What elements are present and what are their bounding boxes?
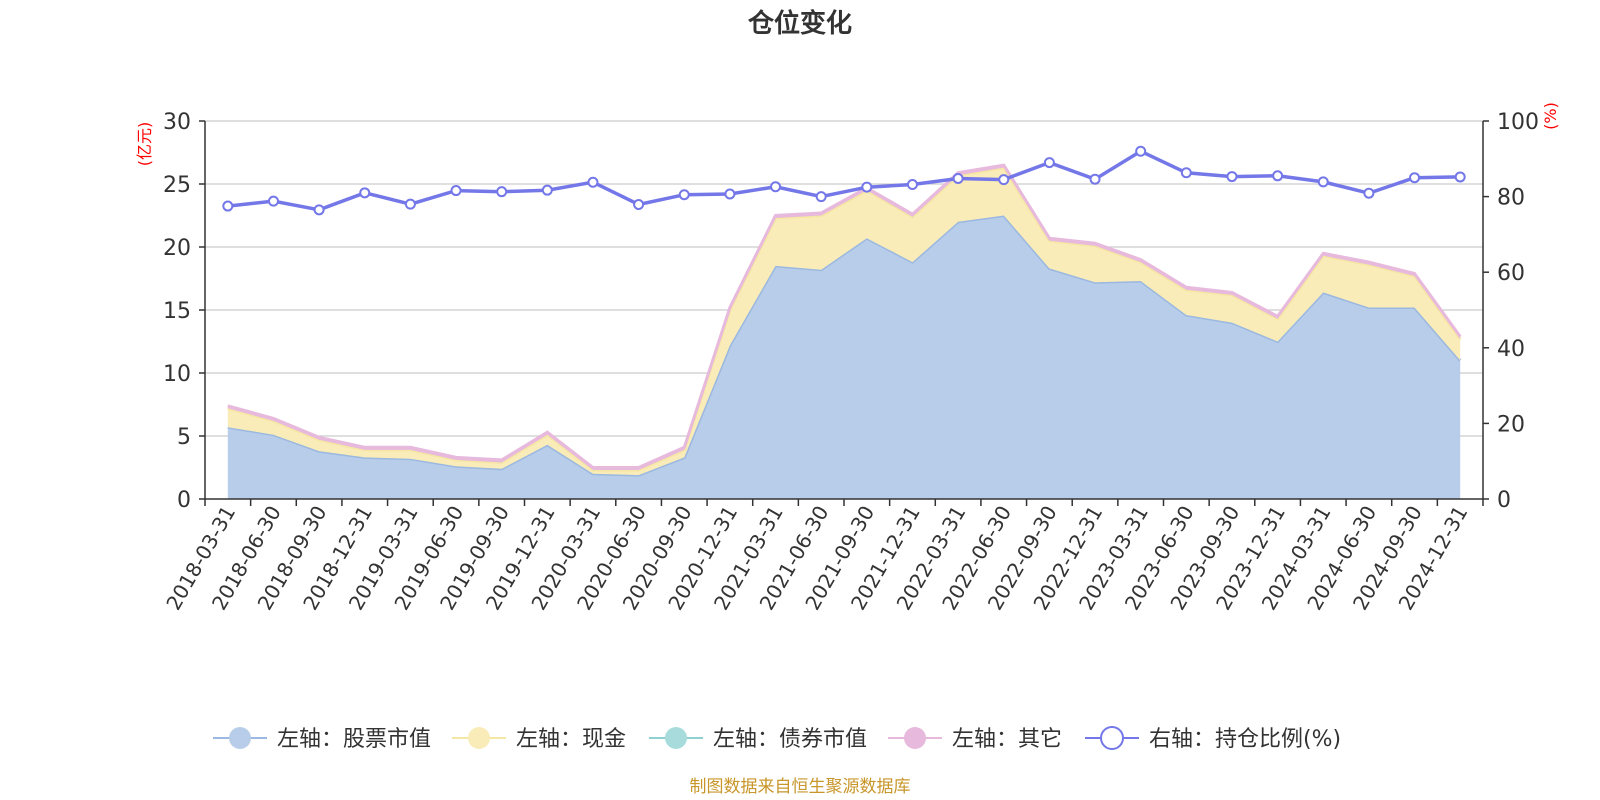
holding-ratio-point [404, 198, 416, 210]
legend-item: 左轴：现金 [452, 727, 626, 752]
area-layer [227, 163, 1462, 499]
area-1 [227, 167, 1461, 476]
holding-ratio-point [998, 174, 1010, 186]
legend-label: 左轴：其它 [952, 727, 1062, 752]
left-axis-unit: (亿元) [135, 122, 154, 167]
right-axis-tick-label: 0 [1497, 488, 1511, 513]
right-axis-tick-label: 80 [1497, 186, 1525, 211]
legend-item: 左轴：其它 [888, 727, 1062, 752]
legend-item: 左轴：股票市值 [213, 727, 431, 752]
holding-ratio-point [770, 181, 782, 193]
holding-ratio-point [1043, 157, 1055, 169]
legend: 左轴：股票市值 左轴：现金 左轴：债券市值 左轴：其它 右轴：持仓比例(%) [213, 726, 1341, 752]
holding-ratio-point [359, 187, 371, 199]
left-axis-tick-label: 5 [177, 425, 191, 450]
holding-ratio-point [313, 204, 325, 216]
holding-ratio-point [541, 184, 553, 196]
left-axis-tick-label: 15 [163, 299, 191, 324]
area-line-3 [227, 163, 1462, 469]
holding-ratio-point [1272, 170, 1284, 182]
left-axis-tick-label: 30 [163, 110, 191, 135]
holding-ratio-point [1454, 171, 1466, 183]
right-axis-tick-label: 100 [1497, 110, 1539, 135]
holding-ratio-point [1135, 145, 1147, 157]
legend-label: 右轴：持仓比例(%) [1149, 727, 1341, 752]
legend-label: 左轴：股票市值 [277, 727, 431, 752]
holding-ratio-point [1317, 176, 1329, 188]
holding-ratio-point [906, 179, 918, 191]
holding-ratio-point [496, 186, 508, 198]
holding-ratio-point [633, 199, 645, 211]
legend-marker [1100, 726, 1124, 750]
legend-label: 左轴：现金 [516, 727, 626, 752]
legend-item: 左轴：债券市值 [649, 727, 867, 752]
holding-ratio-point [222, 200, 234, 212]
holding-ratio-point [724, 188, 736, 200]
right-axis-unit: (%) [1541, 102, 1560, 130]
source-note: 制图数据来自恒生聚源数据库 [690, 777, 911, 797]
holding-ratio-point [1089, 173, 1101, 185]
legend-marker [904, 727, 926, 749]
holding-ratio-point [267, 195, 279, 207]
legend-marker [229, 727, 251, 749]
left-axis-tick-label: 0 [177, 488, 191, 513]
legend-label: 左轴：债券市值 [713, 727, 867, 752]
holding-ratio-point [587, 176, 599, 188]
ratio-line-layer [222, 145, 1466, 216]
holding-ratio-point [1226, 171, 1238, 183]
holding-ratio-point [1363, 187, 1375, 199]
right-axis-tick-label: 60 [1497, 261, 1525, 286]
legend-marker [665, 727, 687, 749]
chart-title: 仓位变化 [747, 8, 852, 39]
holding-ratio-point [678, 189, 690, 201]
holding-ratio-point [861, 181, 873, 193]
right-axis-tick-label: 20 [1497, 412, 1525, 437]
holding-ratio-point [1180, 167, 1192, 179]
holding-ratio-point [450, 185, 462, 197]
left-axis-tick-label: 25 [163, 173, 191, 198]
area-0 [227, 215, 1461, 499]
holding-ratio-point [1409, 172, 1421, 184]
right-axis-tick-label: 40 [1497, 337, 1525, 362]
holding-ratio-line [227, 149, 1461, 212]
left-axis-tick-label: 20 [163, 236, 191, 261]
left-axis-tick-label: 10 [163, 362, 191, 387]
holding-ratio-point [952, 172, 964, 184]
legend-item: 右轴：持仓比例(%) [1085, 726, 1341, 752]
legend-marker [468, 727, 490, 749]
holding-ratio-point [815, 191, 827, 203]
